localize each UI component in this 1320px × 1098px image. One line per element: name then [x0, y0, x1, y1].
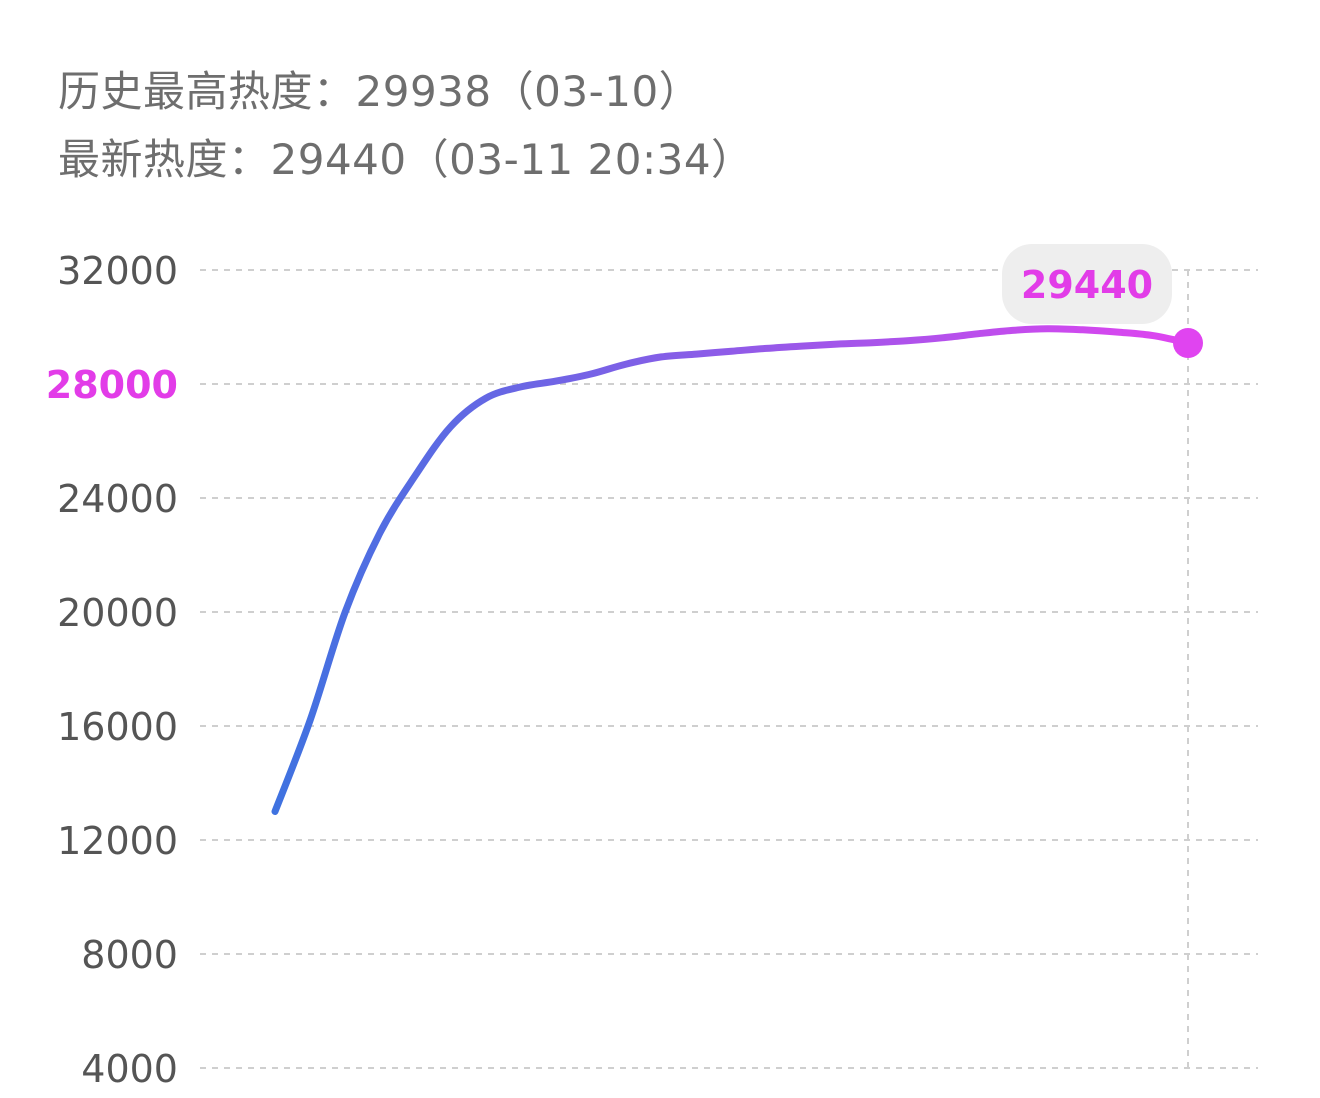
peak-heat-date: （03-10）	[491, 67, 702, 116]
y-tick-label-4000: 4000	[81, 1047, 178, 1091]
y-tick-label-16000: 16000	[57, 705, 178, 749]
peak-heat-line: 历史最高热度：29938（03-10）	[58, 58, 754, 126]
y-tick-label-28000: 28000	[46, 363, 178, 407]
latest-heat-label: 最新热度：	[58, 135, 271, 184]
y-tick-label-8000: 8000	[81, 933, 178, 977]
latest-point-marker	[1173, 327, 1203, 358]
peak-heat-value: 29938	[355, 67, 492, 116]
y-tick-label-12000: 12000	[57, 819, 178, 863]
heat-stats: 历史最高热度：29938（03-10） 最新热度：29440（03-11 20:…	[58, 58, 754, 194]
grid-lines	[200, 269, 1258, 1069]
y-tick-label-32000: 32000	[57, 249, 178, 293]
latest-heat-line: 最新热度：29440（03-11 20:34）	[58, 126, 754, 194]
y-axis-ticks: 32000 28000 24000 20000 16000 12000 8000 4000	[46, 249, 178, 1091]
latest-value-bubble-bg	[1002, 244, 1172, 324]
y-tick-label-24000: 24000	[57, 477, 178, 521]
peak-heat-label: 历史最高热度：	[58, 67, 356, 116]
latest-value-bubble-label: 29440	[1021, 263, 1153, 307]
latest-heat-time: （03-11 20:34）	[406, 135, 754, 184]
latest-heat-value: 29440	[270, 135, 407, 184]
y-tick-label-20000: 20000	[57, 591, 178, 635]
heat-series-line	[271, 325, 1192, 815]
latest-value-bubble: 29440	[1002, 244, 1172, 324]
